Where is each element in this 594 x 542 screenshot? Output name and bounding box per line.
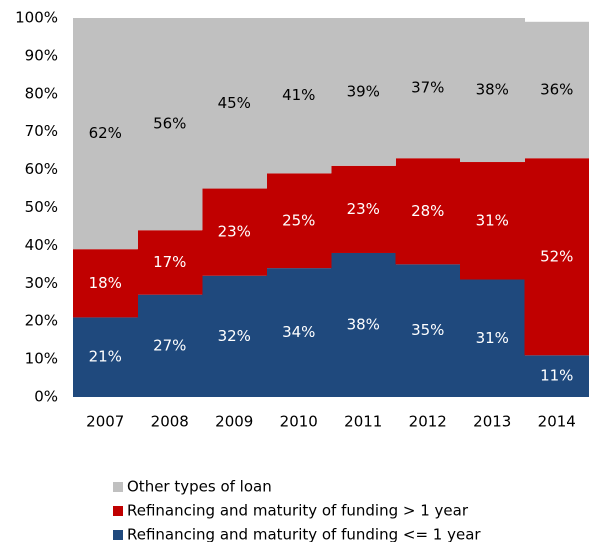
value-label: 39% <box>347 82 380 100</box>
legend-label: Refinancing and maturity of funding > 1 … <box>127 502 469 520</box>
y-tick-label: 90% <box>25 46 58 64</box>
y-tick-label: 80% <box>25 84 58 102</box>
bar-segment <box>395 18 461 159</box>
bar-segment <box>524 158 589 356</box>
value-label: 27% <box>153 336 186 354</box>
bar-segment <box>266 173 332 269</box>
bar-segment <box>331 18 396 166</box>
value-label: 17% <box>153 253 186 271</box>
value-label: 34% <box>282 323 315 341</box>
y-tick-label: 50% <box>25 198 58 216</box>
y-tick-label: 0% <box>34 388 58 406</box>
bar-segment <box>524 21 589 159</box>
bar-segment <box>266 268 332 397</box>
y-tick-label: 60% <box>25 160 58 178</box>
x-tick-label: 2011 <box>344 413 382 431</box>
value-label: 25% <box>282 211 315 229</box>
y-tick-label: 100% <box>15 9 58 27</box>
value-label: 11% <box>540 367 573 385</box>
value-label: 38% <box>476 81 509 99</box>
x-tick-label: 2012 <box>409 413 447 431</box>
bar-segment <box>331 165 396 253</box>
value-label: 28% <box>411 202 444 220</box>
bar-segment <box>137 230 203 295</box>
value-label: 23% <box>218 223 251 241</box>
bar-segment <box>460 279 525 397</box>
value-label: 23% <box>347 200 380 218</box>
value-label: 31% <box>476 329 509 347</box>
y-tick-label: 70% <box>25 122 58 140</box>
bar-segment <box>73 317 138 397</box>
bar-segment <box>202 275 267 397</box>
value-label: 21% <box>89 348 122 366</box>
bar-segment <box>137 294 203 397</box>
value-label: 36% <box>540 81 573 99</box>
value-label: 37% <box>411 79 444 97</box>
y-tick-label: 30% <box>25 274 58 292</box>
value-label: 18% <box>89 274 122 292</box>
value-label: 35% <box>411 321 444 339</box>
value-label: 56% <box>153 115 186 133</box>
y-tick-label: 10% <box>25 350 58 368</box>
legend-label: Other types of loan <box>127 478 272 496</box>
value-label: 41% <box>282 86 315 104</box>
legend-swatch <box>113 482 123 492</box>
x-tick-label: 2013 <box>473 413 511 431</box>
bar-segment <box>395 264 461 397</box>
value-label: 62% <box>89 124 122 142</box>
x-tick-label: 2009 <box>215 413 253 431</box>
value-label: 52% <box>540 247 573 265</box>
x-tick-label: 2010 <box>280 413 318 431</box>
bar-segment <box>460 18 525 163</box>
value-label: 32% <box>218 327 251 345</box>
legend-label: Refinancing and maturity of funding <= 1… <box>127 526 481 542</box>
y-tick-label: 20% <box>25 312 58 330</box>
value-label: 38% <box>347 315 380 333</box>
legend-swatch <box>113 530 123 540</box>
bar-segment <box>73 249 138 318</box>
x-tick-label: 2007 <box>86 413 124 431</box>
bar-segment <box>460 162 525 280</box>
bar-segment <box>202 188 267 276</box>
x-tick-label: 2014 <box>538 413 576 431</box>
y-tick-label: 40% <box>25 236 58 254</box>
value-label: 45% <box>218 94 251 112</box>
plot-area <box>73 18 589 397</box>
bar-segment <box>331 252 396 397</box>
bar-segment <box>73 18 138 250</box>
value-label: 31% <box>476 211 509 229</box>
bar-segment <box>266 18 332 174</box>
bar-segment <box>137 18 203 231</box>
bar-segment <box>395 158 461 265</box>
bar-segment <box>524 355 589 397</box>
bar-segment <box>202 18 267 189</box>
x-tick-label: 2008 <box>151 413 189 431</box>
legend-swatch <box>113 506 123 516</box>
